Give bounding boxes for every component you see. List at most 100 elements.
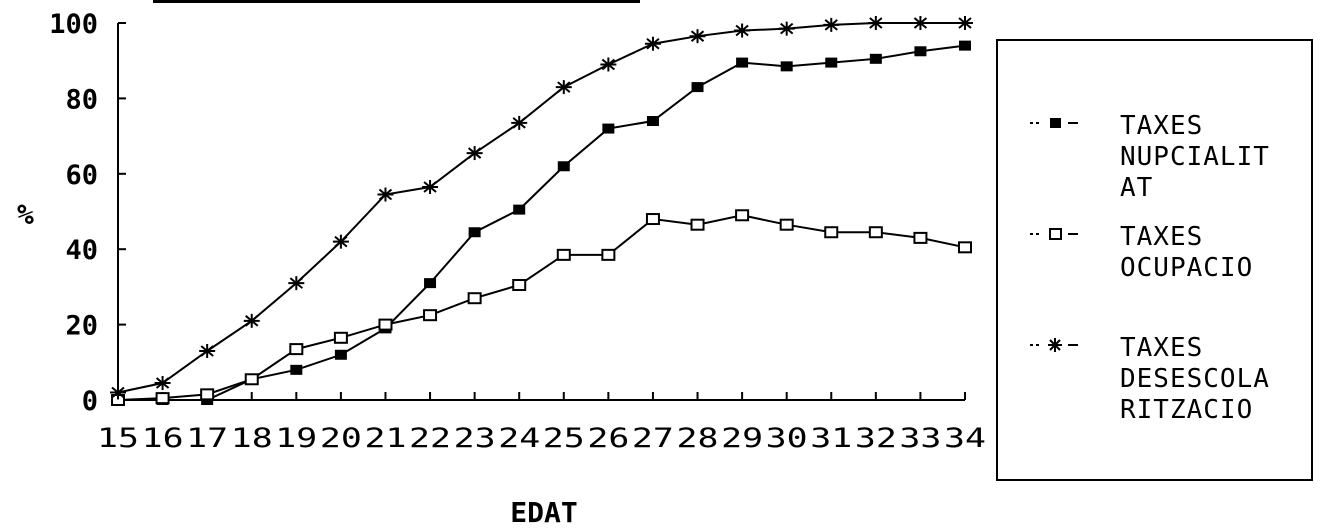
legend-label-ocupacio: TAXES OCUPACIO [1120, 222, 1254, 283]
series-layer [110, 16, 973, 406]
x-tick-label: 26 [587, 423, 629, 454]
data-point-filled-square [914, 46, 927, 57]
data-point-asterisk [689, 29, 706, 44]
data-point-open-square [645, 213, 660, 226]
legend: TAXES NUPCIALIT AT TAXES OCUPACIO TAXES … [996, 39, 1313, 481]
data-point-open-square [735, 209, 750, 222]
x-tick-label: 21 [364, 423, 406, 454]
open-square-marker-icon [1030, 228, 1078, 240]
data-point-open-square [512, 279, 527, 292]
y-tick-label: 100 [49, 9, 98, 40]
data-point-asterisk [288, 276, 305, 291]
data-point-open-square [289, 343, 304, 356]
x-tick-label: 19 [275, 423, 317, 454]
data-point-filled-square [468, 227, 481, 238]
x-tick-label: 29 [721, 423, 763, 454]
x-tick-label: 18 [231, 423, 273, 454]
data-point-filled-square [334, 349, 347, 360]
x-tick-label: 20 [320, 423, 362, 454]
data-point-asterisk [154, 376, 171, 391]
data-point-asterisk [332, 234, 349, 249]
data-point-filled-square [825, 57, 838, 68]
data-point-asterisk [823, 17, 840, 32]
data-point-asterisk [600, 57, 617, 72]
data-point-open-square [824, 226, 839, 239]
data-point-asterisk [555, 80, 572, 95]
filled-square-marker-icon [1030, 118, 1078, 128]
data-point-open-square [423, 309, 438, 322]
x-axis-ticks: 15 16 17 18 19 20 21 22 23 24 25 26 27 28 29 30 31 32 33 34 [97, 392, 985, 454]
x-tick-label: 31 [810, 423, 852, 454]
x-tick-label: 27 [632, 423, 674, 454]
series-filled-square [112, 40, 971, 405]
x-tick-label: 28 [677, 423, 719, 454]
axes [117, 23, 965, 401]
data-point-filled-square [513, 204, 526, 215]
data-point-asterisk [243, 313, 260, 328]
y-tick-label: 40 [65, 235, 98, 266]
x-tick-label: 22 [409, 423, 451, 454]
data-point-open-square [244, 373, 259, 386]
data-point-open-square [467, 292, 482, 305]
series-line [117, 22, 965, 394]
data-point-filled-square [557, 161, 570, 172]
data-point-filled-square [691, 82, 704, 93]
data-point-filled-square [646, 116, 659, 127]
x-tick-label: 30 [766, 423, 808, 454]
x-tick-label: 33 [899, 423, 941, 454]
x-tick-label: 23 [454, 423, 496, 454]
data-point-asterisk [912, 16, 929, 30]
y-axis-ticks: 0 20 40 60 80 100 [49, 9, 126, 417]
data-point-filled-square [424, 278, 437, 289]
data-point-open-square [200, 388, 215, 401]
data-point-asterisk [778, 21, 795, 36]
series-line [117, 214, 966, 401]
data-point-filled-square [959, 40, 971, 51]
x-tick-label: 34 [944, 423, 985, 454]
data-point-filled-square [736, 57, 749, 68]
x-tick-label: 24 [498, 423, 540, 454]
data-point-open-square [958, 241, 972, 254]
data-point-asterisk [644, 36, 661, 51]
legend-label-nupcialitat: TAXES NUPCIALIT AT [1120, 111, 1270, 203]
x-axis-label: EDAT [510, 496, 577, 528]
asterisk-marker-icon [1030, 338, 1078, 352]
data-point-asterisk [422, 179, 439, 194]
data-point-asterisk [466, 146, 483, 161]
data-point-filled-square [869, 53, 882, 64]
data-point-open-square [556, 248, 571, 261]
data-point-filled-square [780, 61, 793, 72]
data-point-asterisk [377, 187, 394, 202]
data-point-asterisk [734, 23, 751, 38]
y-tick-label: 80 [65, 84, 98, 115]
series-open-square [111, 209, 972, 406]
data-point-asterisk [511, 115, 528, 130]
x-tick-label: 32 [855, 423, 897, 454]
x-tick-label: 15 [97, 423, 139, 454]
series-line [118, 44, 966, 401]
x-tick-label: 25 [543, 423, 585, 454]
data-point-asterisk [110, 385, 126, 400]
data-point-filled-square [290, 364, 303, 375]
legend-label-desescolaritzacio: TAXES DESESCOLA RITZACIO [1120, 333, 1270, 425]
data-point-open-square [913, 231, 928, 244]
data-point-open-square [155, 392, 170, 405]
data-point-open-square [690, 218, 705, 231]
y-tick-label: 20 [65, 311, 98, 342]
data-point-filled-square [602, 123, 615, 134]
data-point-open-square [333, 331, 348, 344]
y-tick-label: 0 [82, 386, 98, 417]
series-asterisk [110, 16, 973, 400]
x-tick-label: 17 [186, 423, 228, 454]
y-tick-label: 60 [65, 160, 98, 191]
data-point-asterisk [199, 343, 216, 358]
y-axis-label: % [17, 198, 34, 231]
data-point-open-square [601, 248, 616, 261]
x-tick-label: 16 [142, 423, 184, 454]
data-point-asterisk [867, 16, 884, 30]
data-point-open-square [378, 318, 393, 331]
data-point-open-square [868, 226, 883, 239]
data-point-asterisk [957, 16, 973, 30]
data-point-open-square [779, 218, 794, 231]
